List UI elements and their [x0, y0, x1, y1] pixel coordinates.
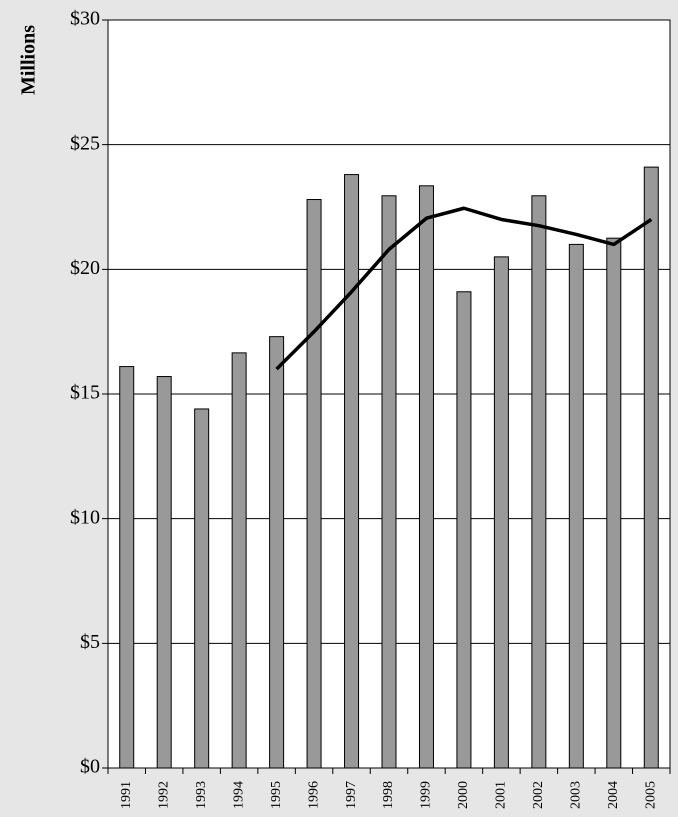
- x-tick-label: 1995: [269, 781, 284, 809]
- y-tick-label: $5: [80, 631, 100, 653]
- x-tick-label: 1992: [156, 781, 171, 809]
- bar: [156, 376, 172, 769]
- y-tick-label: $30: [70, 8, 100, 30]
- x-tick-label: 2003: [569, 781, 584, 809]
- bar: [643, 166, 659, 769]
- y-tick-label: $20: [70, 257, 100, 279]
- x-tick-label: 2001: [494, 781, 509, 809]
- x-tick-label: 2002: [531, 781, 546, 809]
- bar: [456, 291, 472, 769]
- bar: [493, 256, 509, 769]
- y-tick-label: $0: [80, 756, 100, 778]
- bar: [418, 185, 434, 769]
- bar: [381, 195, 397, 769]
- line: [275, 206, 653, 371]
- x-tick-label: 2000: [456, 781, 471, 809]
- y-tick-label: $25: [70, 132, 100, 154]
- x-tick-label: 1991: [119, 781, 134, 809]
- y-tick-label: $15: [70, 382, 100, 404]
- y-axis-label: Millions: [18, 25, 40, 95]
- x-tick-label: 2004: [606, 781, 621, 809]
- bar: [568, 243, 584, 769]
- y-tick-label: $10: [70, 506, 100, 528]
- x-tick-label: 1997: [344, 781, 359, 809]
- bar: [119, 366, 135, 769]
- bar: [231, 352, 247, 769]
- bar: [344, 174, 360, 769]
- x-tick-label: 1998: [381, 781, 396, 809]
- bar: [306, 199, 322, 769]
- x-tick-label: 1999: [419, 781, 434, 809]
- x-tick-label: 2005: [643, 781, 658, 809]
- bar: [194, 408, 210, 769]
- bar: [606, 237, 622, 769]
- x-tick-label: 1993: [194, 781, 209, 809]
- bar: [531, 195, 547, 769]
- bar: [269, 336, 285, 769]
- x-tick-label: 1994: [231, 781, 246, 809]
- x-tick-label: 1996: [306, 781, 321, 809]
